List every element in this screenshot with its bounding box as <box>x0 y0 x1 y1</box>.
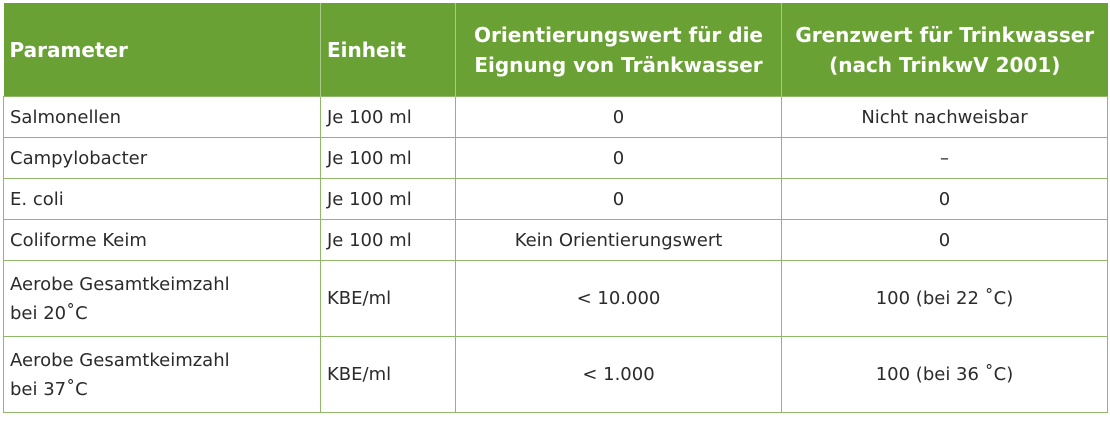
table-row: Campylobacter Je 100 ml 0 – <box>3 137 1108 179</box>
cell-parameter: Aerobe Gesamtkeimzahl bei 37˚C <box>3 336 321 413</box>
table-row: E. coli Je 100 ml 0 0 <box>3 178 1108 220</box>
table-row: Aerobe Gesamtkeimzahl bei 20˚C KBE/ml < 1… <box>3 260 1108 337</box>
cell-grenzwert: – <box>781 137 1108 179</box>
cell-orientierungswert: 0 <box>455 96 782 138</box>
cell-grenzwert: 0 <box>781 178 1108 220</box>
cell-orientierungswert: < 1.000 <box>455 336 782 413</box>
cell-parameter: Coliforme Keim <box>3 219 321 261</box>
cell-einheit: KBE/ml <box>320 336 456 413</box>
cell-orientierungswert: 0 <box>455 178 782 220</box>
cell-parameter: E. coli <box>3 178 321 220</box>
cell-grenzwert: Nicht nachweisbar <box>781 96 1108 138</box>
cell-grenzwert: 100 (bei 36 ˚C) <box>781 336 1108 413</box>
header-grenzwert: Grenzwert für Trinkwasser (nach TrinkwV 2… <box>781 3 1108 97</box>
header-einheit: Einheit <box>320 3 456 97</box>
table-row: Aerobe Gesamtkeimzahl bei 37˚C KBE/ml < 1… <box>3 336 1108 413</box>
cell-einheit: Je 100 ml <box>320 96 456 138</box>
cell-einheit: Je 100 ml <box>320 178 456 220</box>
header-orientierungswert: Orientierungswert für die Eignung von Trä… <box>455 3 782 97</box>
table-row: Salmonellen Je 100 ml 0 Nicht nachweisba… <box>3 96 1108 138</box>
cell-grenzwert: 0 <box>781 219 1108 261</box>
cell-grenzwert: 100 (bei 22 ˚C) <box>781 260 1108 337</box>
cell-einheit: Je 100 ml <box>320 137 456 179</box>
cell-orientierungswert: < 10.000 <box>455 260 782 337</box>
table-header-row: Parameter Einheit Orientierungswert für … <box>3 3 1108 97</box>
cell-parameter: Aerobe Gesamtkeimzahl bei 20˚C <box>3 260 321 337</box>
cell-einheit: Je 100 ml <box>320 219 456 261</box>
cell-parameter: Campylobacter <box>3 137 321 179</box>
cell-orientierungswert: 0 <box>455 137 782 179</box>
water-quality-table: Parameter Einheit Orientierungswert für … <box>3 3 1108 413</box>
cell-einheit: KBE/ml <box>320 260 456 337</box>
cell-orientierungswert: Kein Orientierungswert <box>455 219 782 261</box>
table-row: Coliforme Keim Je 100 ml Kein Orientieru… <box>3 219 1108 261</box>
cell-parameter: Salmonellen <box>3 96 321 138</box>
header-parameter: Parameter <box>3 3 321 97</box>
